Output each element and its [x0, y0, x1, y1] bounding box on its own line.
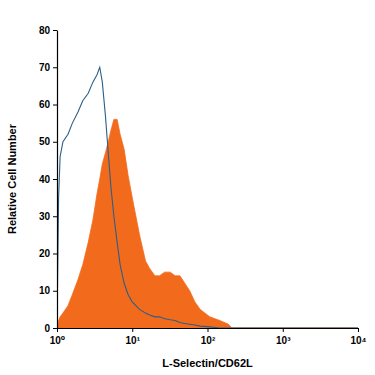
- x-tick-label: 10⁴: [350, 335, 366, 346]
- histogram-area: [57, 119, 358, 328]
- y-tick-label: 0: [44, 323, 50, 334]
- y-tick-mark: [53, 179, 57, 180]
- x-tick-mark: [132, 328, 133, 332]
- y-tick: 80: [39, 25, 57, 36]
- x-axis: 10⁰ 10¹ 10² 10³ 10⁴: [50, 328, 367, 346]
- y-axis-line: [57, 31, 58, 329]
- y-tick-label: 80: [39, 25, 51, 36]
- x-tick: 10¹: [126, 328, 141, 346]
- y-tick-mark: [53, 67, 57, 68]
- y-tick: 50: [39, 136, 57, 147]
- y-tick: 20: [39, 248, 57, 259]
- x-tick-label: 10³: [276, 335, 291, 346]
- y-tick-mark: [53, 105, 57, 106]
- x-tick-label: 10²: [201, 335, 216, 346]
- x-tick-mark: [283, 328, 284, 332]
- y-tick: 0: [44, 323, 57, 334]
- y-tick-mark: [53, 291, 57, 292]
- y-tick-mark: [53, 254, 57, 255]
- x-tick-mark: [208, 328, 209, 332]
- y-tick-label: 70: [39, 62, 51, 73]
- x-tick-label: 10⁰: [50, 335, 66, 346]
- y-tick-label: 20: [39, 248, 51, 259]
- y-tick-mark: [53, 216, 57, 217]
- x-tick-mark: [57, 328, 58, 332]
- x-tick: 10³: [276, 328, 291, 346]
- y-tick-label: 40: [39, 174, 51, 185]
- y-tick-mark: [53, 142, 57, 143]
- y-tick: 70: [39, 62, 57, 73]
- x-axis-title: L-Selectin/CD62L: [162, 357, 253, 369]
- histogram-outline: [57, 67, 358, 328]
- y-tick-label: 50: [39, 136, 51, 147]
- y-tick: 60: [39, 99, 57, 110]
- chart: 10⁰ 10¹ 10² 10³ 10⁴ 0 10 20 30 40 50 60 70 80 L-Select…: [0, 0, 375, 375]
- y-tick: 30: [39, 211, 57, 222]
- x-tick: 10⁰: [50, 328, 66, 346]
- x-tick-mark: [358, 328, 359, 332]
- y-tick: 40: [39, 174, 57, 185]
- x-tick-label: 10¹: [126, 335, 141, 346]
- x-tick: 10⁴: [350, 328, 366, 346]
- y-axis: 0 10 20 30 40 50 60 70 80: [39, 25, 58, 334]
- y-tick-label: 30: [39, 211, 51, 222]
- x-tick: 10²: [201, 328, 216, 346]
- y-tick: 10: [39, 285, 57, 296]
- y-tick-label: 60: [39, 99, 51, 110]
- y-tick-label: 10: [39, 285, 51, 296]
- y-tick-mark: [53, 30, 57, 31]
- y-axis-title: Relative Cell Number: [6, 123, 18, 234]
- plot-area: [57, 67, 358, 328]
- y-tick-mark: [53, 328, 57, 329]
